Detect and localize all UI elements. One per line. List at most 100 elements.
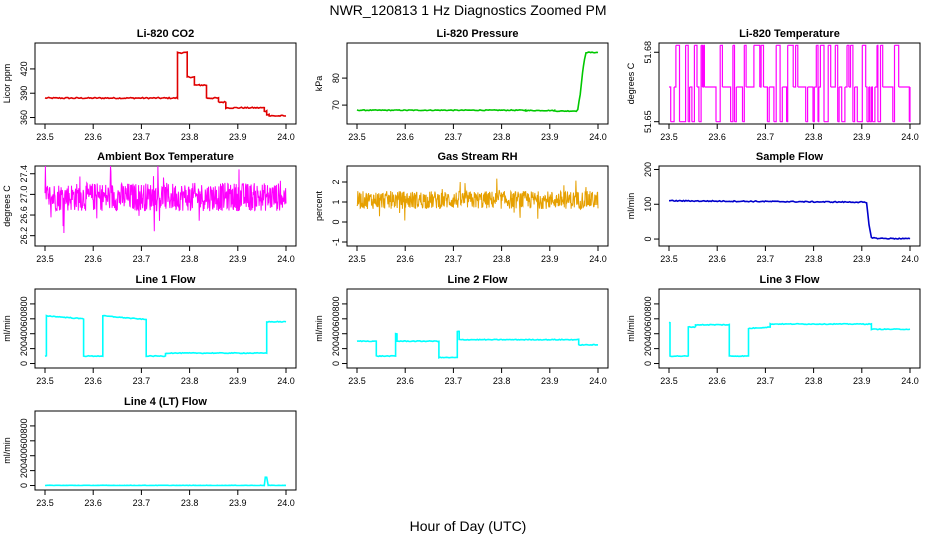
y-axis-label: percent [314, 190, 324, 221]
y-tick-label: -1 [331, 238, 341, 246]
figure-title: NWR_120813 1 Hz Diagnostics Zoomed PM [329, 2, 607, 18]
y-tick-label: 390 [19, 86, 29, 101]
panel-title: Gas Stream RH [437, 151, 517, 163]
panel-title: Line 2 Flow [448, 274, 508, 286]
y-tick-label: 27.4 [19, 165, 29, 183]
x-tick-label: 23.9 [229, 376, 247, 386]
x-tick-label: 23.5 [36, 254, 54, 264]
y-tick-label: 400 [643, 326, 653, 341]
series-line [356, 178, 599, 221]
x-tick-label: 23.7 [445, 254, 463, 264]
y-tick-label: 200 [643, 341, 653, 356]
x-tick-label: 23.5 [348, 376, 366, 386]
series-line [668, 321, 911, 358]
y-axis-label: ml/min [626, 315, 636, 342]
panel-7: Line 1 Flow ml/min 23.5 23.6 23.7 23.8 23.9 24.… [2, 274, 297, 386]
x-tick-label: 23.8 [493, 132, 511, 142]
plot-frame [658, 165, 921, 247]
y-tick-label: 51.65 [643, 110, 653, 133]
y-tick-label: 800 [331, 296, 341, 311]
panel-title: Li-820 Temperature [739, 28, 840, 40]
x-tick-label: 23.8 [493, 254, 511, 264]
y-tick-label: 600 [19, 311, 29, 326]
x-tick-label: 24.0 [901, 132, 919, 142]
y-tick-label: 70 [331, 100, 341, 110]
y-tick-label: 600 [331, 311, 341, 326]
x-tick-label: 23.6 [708, 254, 726, 264]
series-line [44, 51, 287, 117]
y-tick-label: 200 [19, 341, 29, 356]
y-tick-label: 0 [643, 237, 653, 242]
x-tick-label: 24.0 [901, 376, 919, 386]
series-line [356, 330, 599, 359]
y-tick-label: 400 [19, 326, 29, 341]
y-tick-label: 0 [331, 219, 341, 224]
plot-frame [346, 42, 609, 125]
x-tick-label: 23.5 [36, 498, 54, 508]
x-tick-label: 23.8 [805, 254, 823, 264]
x-tick-label: 23.8 [493, 376, 511, 386]
x-tick-label: 23.9 [853, 376, 871, 386]
y-tick-label: 200 [643, 162, 653, 177]
y-tick-label: 0 [331, 361, 341, 366]
series-line [669, 44, 911, 123]
y-tick-label: 27.0 [19, 186, 29, 204]
plot-frame [34, 165, 297, 247]
x-tick-label: 23.6 [708, 376, 726, 386]
panel-8: Line 2 Flow ml/min 23.5 23.6 23.7 23.8 23.9 24.… [314, 274, 609, 386]
x-tick-label: 23.5 [348, 132, 366, 142]
plot-frame [658, 42, 921, 125]
plot-frame [346, 165, 609, 247]
x-tick-label: 23.5 [36, 132, 54, 142]
series-line [44, 476, 287, 487]
plot-frame [346, 288, 609, 369]
panel-6: Sample Flow ml/min 23.5 23.6 23.7 23.8 23.9 24.… [626, 151, 921, 264]
y-tick-label: 26.2 [19, 227, 29, 245]
x-tick-label: 23.5 [660, 376, 678, 386]
x-tick-label: 23.7 [757, 254, 775, 264]
x-tick-label: 23.8 [805, 132, 823, 142]
x-tick-label: 23.7 [757, 132, 775, 142]
x-tick-label: 23.7 [133, 132, 151, 142]
y-tick-label: 600 [643, 311, 653, 326]
x-tick-label: 23.7 [445, 132, 463, 142]
y-axis-label: ml/min [2, 437, 12, 464]
x-tick-label: 23.6 [84, 132, 102, 142]
y-axis-label: ml/min [626, 193, 636, 220]
panel-title: Li-820 Pressure [437, 28, 519, 40]
x-tick-label: 24.0 [901, 254, 919, 264]
x-tick-label: 23.8 [181, 498, 199, 508]
panel-5: Gas Stream RH percent 23.5 23.6 23.7 23.8 23.9… [314, 151, 609, 264]
x-tick-label: 23.6 [396, 254, 414, 264]
plot-frame [34, 42, 297, 125]
x-tick-label: 24.0 [589, 376, 607, 386]
y-tick-label: 800 [19, 418, 29, 433]
x-tick-label: 23.7 [133, 254, 151, 264]
y-tick-label: 0 [19, 361, 29, 366]
panel-title: Line 1 Flow [136, 274, 196, 286]
plot-frame [34, 410, 297, 491]
x-tick-label: 23.8 [181, 132, 199, 142]
y-tick-label: 420 [19, 61, 29, 76]
x-tick-label: 23.8 [181, 254, 199, 264]
x-tick-label: 24.0 [277, 498, 295, 508]
y-tick-label: 0 [643, 361, 653, 366]
x-tick-label: 23.6 [84, 376, 102, 386]
y-tick-label: 200 [331, 341, 341, 356]
x-tick-label: 23.9 [541, 254, 559, 264]
plot-frame [658, 288, 921, 369]
x-tick-label: 24.0 [277, 254, 295, 264]
panel-title: Li-820 CO2 [137, 28, 194, 40]
x-tick-label: 23.6 [84, 498, 102, 508]
x-tick-label: 23.5 [660, 254, 678, 264]
y-tick-label: 100 [643, 197, 653, 212]
y-axis-label: Licor ppm [2, 64, 12, 104]
panel-title: Ambient Box Temperature [97, 151, 234, 163]
panel-title: Sample Flow [756, 151, 824, 163]
x-tick-label: 23.6 [396, 376, 414, 386]
y-tick-label: 400 [19, 448, 29, 463]
x-tick-label: 23.7 [133, 376, 151, 386]
panel-2: Li-820 Pressure kPa 23.5 23.6 23.7 23.8 23.9 24… [314, 28, 609, 142]
